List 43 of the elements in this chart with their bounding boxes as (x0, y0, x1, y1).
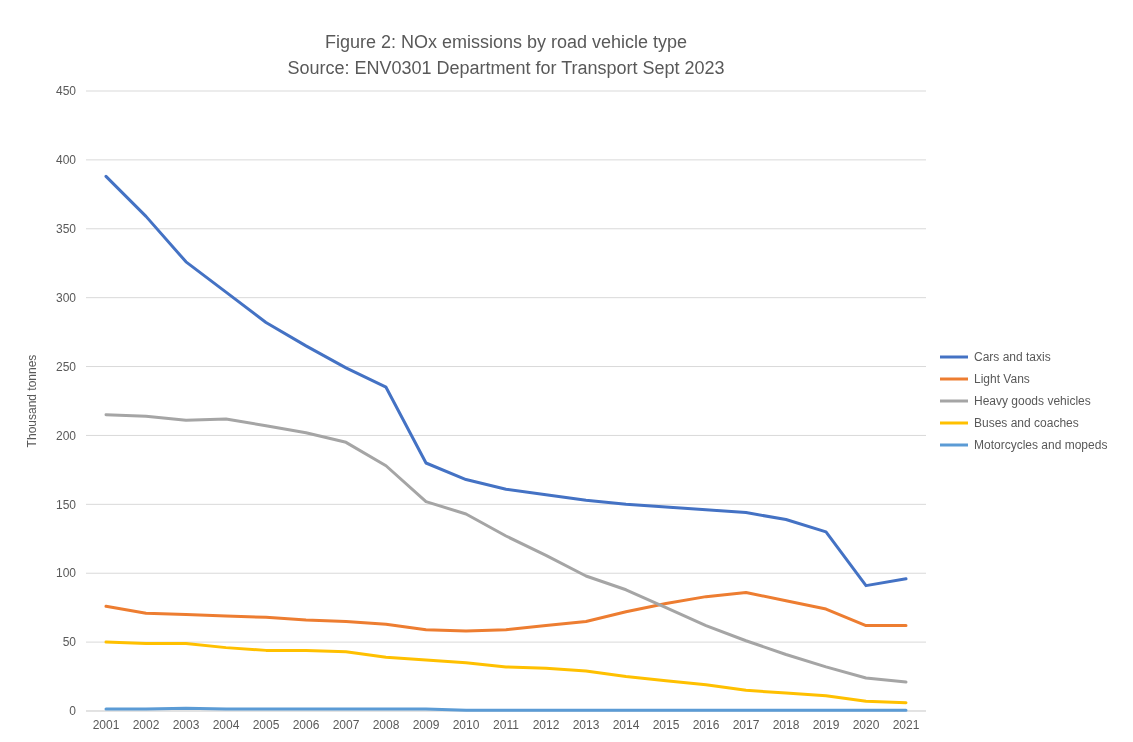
x-tick-label: 2005 (252, 718, 280, 732)
x-tick-label: 2018 (772, 718, 800, 732)
y-tick-label: 50 (62, 635, 77, 650)
x-tick-label: 2006 (292, 718, 320, 732)
x-tick-label: 2021 (892, 718, 920, 732)
y-tick-label: 100 (55, 566, 77, 581)
legend-label: Buses and coaches (974, 416, 1079, 431)
legend-label: Heavy goods vehicles (974, 394, 1091, 409)
x-tick-label: 2004 (212, 718, 240, 732)
y-tick-label: 200 (55, 428, 77, 443)
x-tick-label: 2003 (172, 718, 200, 732)
x-tick-label: 2008 (372, 718, 400, 732)
y-tick-label: 150 (55, 497, 77, 512)
x-tick-label: 2002 (132, 718, 160, 732)
legend-label: Light Vans (974, 372, 1030, 387)
line-series (104, 591, 908, 633)
legend-label: Motorcycles and mopeds (974, 438, 1108, 453)
y-axis-title: Thousand tonnes (25, 354, 39, 448)
line-series (104, 174, 908, 588)
y-tick-label: 450 (55, 84, 77, 99)
x-tick-label: 2007 (332, 718, 360, 732)
line-series (104, 640, 908, 705)
y-tick-label: 250 (55, 359, 77, 374)
y-tick-label: 300 (55, 290, 77, 305)
y-tick-label: 400 (55, 153, 77, 168)
x-tick-label: 2016 (692, 718, 720, 732)
x-tick-label: 2020 (852, 718, 880, 732)
chart-title: Figure 2: NOx emissions by road vehicle type (324, 32, 688, 52)
x-tick-label: 2019 (812, 718, 840, 732)
chart-subtitle: Source: ENV0301 Department for Transport Sept 2023 (287, 58, 725, 78)
x-tick-label: 2010 (452, 718, 480, 732)
x-tick-label: 2009 (412, 718, 440, 732)
x-tick-label: 2001 (92, 718, 120, 732)
y-tick-label: 0 (69, 704, 77, 719)
x-tick-label: 2013 (572, 718, 600, 732)
x-tick-label: 2014 (612, 718, 640, 732)
x-tick-label: 2012 (532, 718, 560, 732)
x-tick-label: 2011 (493, 718, 520, 732)
legend-label: Cars and taxis (974, 350, 1051, 365)
line-series (104, 413, 908, 684)
x-tick-label: 2015 (652, 718, 680, 732)
x-tick-label: 2017 (732, 718, 760, 732)
y-tick-label: 350 (55, 221, 77, 236)
